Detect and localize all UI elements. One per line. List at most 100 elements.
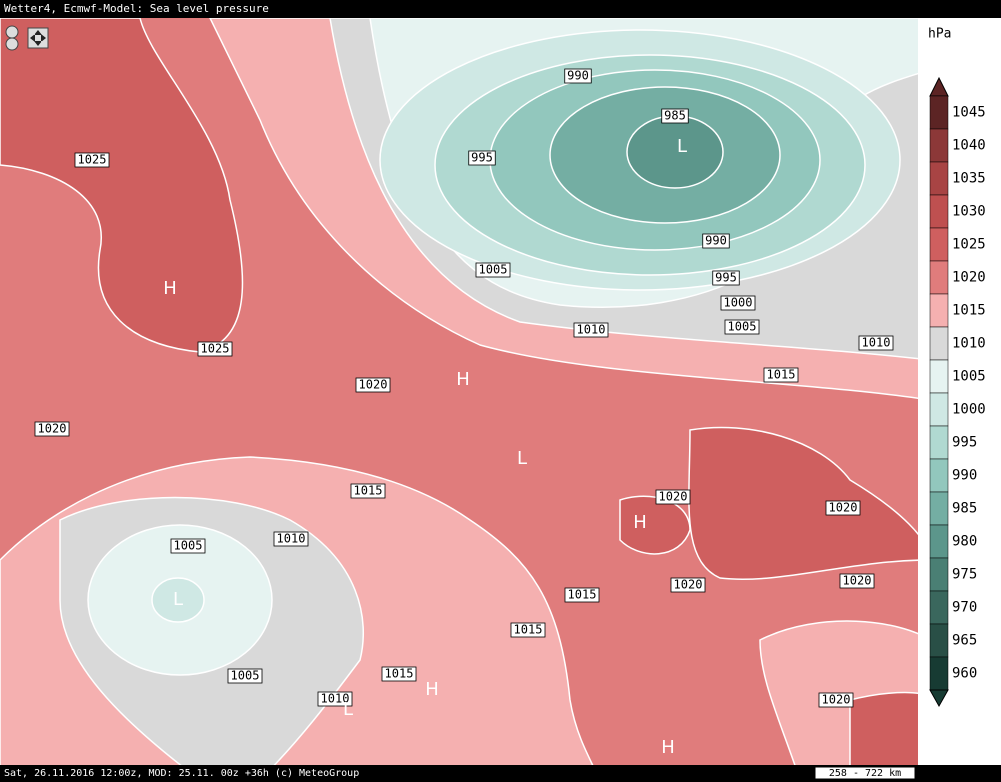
isobar-label: 990 bbox=[705, 234, 727, 248]
isobar-label: 985 bbox=[664, 109, 686, 123]
isobar-label-box bbox=[227, 668, 263, 684]
header-title: Wetter4, Ecmwf-Model: Sea level pressure bbox=[4, 2, 269, 15]
isobar-area bbox=[151, 577, 205, 623]
isobar-area bbox=[849, 691, 918, 765]
legend-swatch bbox=[929, 392, 949, 427]
isobar-label: 1020 bbox=[38, 422, 67, 436]
zoom-controls[interactable] bbox=[5, 25, 49, 51]
footer-text: Sat, 26.11.2016 12:00z, MOD: 25.11. 00z … bbox=[4, 768, 359, 779]
pressure-center: H bbox=[633, 512, 647, 533]
footer-bar bbox=[0, 765, 1001, 782]
isobar-label-box bbox=[839, 573, 875, 589]
legend-label: 970 bbox=[952, 600, 977, 616]
isobar-label: 1005 bbox=[479, 263, 508, 277]
isobar-label-box bbox=[355, 377, 391, 393]
isobar-label: 1005 bbox=[728, 320, 757, 334]
isobar-label-box bbox=[818, 692, 854, 708]
legend-label: 985 bbox=[952, 501, 977, 517]
isobar-label: 1010 bbox=[577, 323, 606, 337]
legend-label: 1020 bbox=[952, 270, 986, 286]
isobar-label-box bbox=[564, 68, 592, 84]
isobar-label: 1015 bbox=[354, 484, 383, 498]
pressure-center: H bbox=[661, 737, 675, 758]
isobar-label-box bbox=[564, 587, 600, 603]
isobar-label: 1025 bbox=[78, 153, 107, 167]
isobar-label: 1015 bbox=[385, 667, 414, 681]
isobar-label-box bbox=[468, 150, 496, 166]
legend-label: 1045 bbox=[952, 105, 986, 121]
pressure-center: L bbox=[343, 699, 353, 720]
isobar-label: 1020 bbox=[843, 574, 872, 588]
isobar-label-box bbox=[350, 483, 386, 499]
scale-box bbox=[814, 766, 916, 780]
legend-label: 1000 bbox=[952, 402, 986, 418]
legend-swatch bbox=[929, 326, 949, 361]
header-bar bbox=[0, 0, 1001, 18]
legend-label: 965 bbox=[952, 633, 977, 649]
isobar-label-box bbox=[197, 341, 233, 357]
isobar-label-box bbox=[858, 335, 894, 351]
isobar-label-box bbox=[702, 233, 730, 249]
isobar-label-box bbox=[670, 577, 706, 593]
isobar-label-box bbox=[825, 500, 861, 516]
isobar-label: 1015 bbox=[514, 623, 543, 637]
legend-swatch bbox=[929, 590, 949, 625]
pressure-center: L bbox=[173, 589, 183, 610]
legend-swatch bbox=[929, 194, 949, 229]
legend-swatch bbox=[929, 161, 949, 196]
isobar-area bbox=[688, 426, 918, 580]
isobar-label-box bbox=[763, 367, 799, 383]
isobar-label-box bbox=[170, 538, 206, 554]
legend-swatch bbox=[929, 293, 949, 328]
legend-swatch bbox=[929, 128, 949, 163]
pressure-field bbox=[0, 18, 918, 765]
pressure-center: H bbox=[425, 679, 439, 700]
legend-swatch bbox=[929, 656, 949, 691]
legend-label: 1040 bbox=[952, 138, 986, 154]
legend-swatch bbox=[929, 458, 949, 493]
isobar-label: 990 bbox=[567, 69, 589, 83]
isobar-label: 1010 bbox=[277, 532, 306, 546]
isobar-label-box bbox=[573, 322, 609, 338]
legend-swatch bbox=[929, 524, 949, 559]
isobar-label-box bbox=[273, 531, 309, 547]
pressure-center: H bbox=[456, 369, 470, 390]
legend-label: 980 bbox=[952, 534, 977, 550]
isobar-label-box bbox=[34, 421, 70, 437]
isobar-label-box bbox=[655, 489, 691, 505]
scale-text: 258 - 722 km bbox=[829, 768, 901, 779]
isobar-label-box bbox=[381, 666, 417, 682]
isobar-label: 995 bbox=[471, 151, 493, 165]
legend-swatch bbox=[929, 260, 949, 295]
legend: 1045 1040 1035 1030 1025 1020 1015 1010 1005 1000… bbox=[929, 76, 986, 708]
isobar-label-box bbox=[712, 270, 740, 286]
legend-swatch bbox=[929, 557, 949, 592]
isobar-label: 1020 bbox=[822, 693, 851, 707]
isobar-label: 1005 bbox=[231, 669, 260, 683]
isobar-label: 1015 bbox=[767, 368, 796, 382]
legend-label: 1030 bbox=[952, 204, 986, 220]
isobar-label: 1020 bbox=[829, 501, 858, 515]
legend-swatch bbox=[929, 623, 949, 658]
isobar-label: 1010 bbox=[862, 336, 891, 350]
pressure-center: H bbox=[163, 278, 177, 299]
isobar-label: 1020 bbox=[659, 490, 688, 504]
legend-label: 975 bbox=[952, 567, 977, 583]
isobar-label-box bbox=[510, 622, 546, 638]
legend-label: 1025 bbox=[952, 237, 986, 253]
isobar-label-box bbox=[720, 295, 756, 311]
isobar-label: 995 bbox=[715, 271, 737, 285]
isobar-label-box bbox=[661, 108, 689, 124]
isobar-label-box bbox=[74, 152, 110, 168]
isobar-area bbox=[626, 115, 724, 189]
isobar-label: 1020 bbox=[674, 578, 703, 592]
isobar-label: 1015 bbox=[568, 588, 597, 602]
legend-swatch bbox=[929, 491, 949, 526]
pressure-center: L bbox=[517, 448, 527, 469]
isobar-label: 1005 bbox=[174, 539, 203, 553]
legend-label: 990 bbox=[952, 468, 977, 484]
legend-swatch bbox=[929, 359, 949, 394]
legend-swatch bbox=[929, 95, 949, 130]
isobar-label-box bbox=[475, 262, 511, 278]
